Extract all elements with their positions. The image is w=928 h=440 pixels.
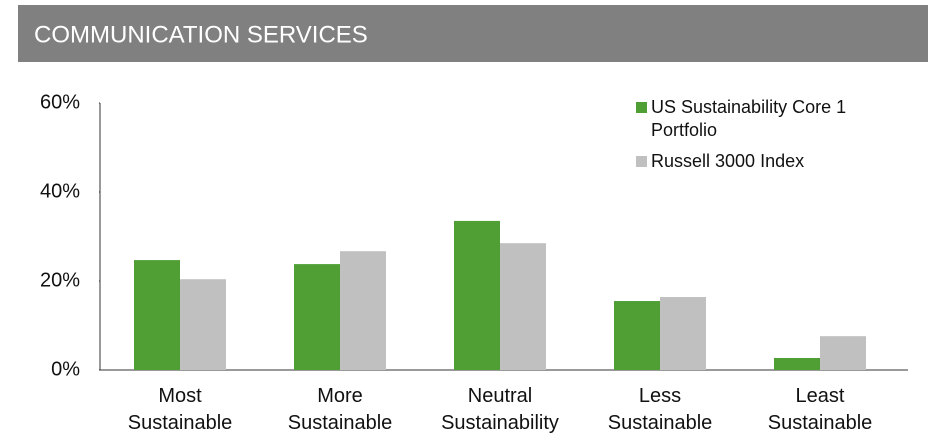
bar (134, 260, 180, 370)
legend-swatch (636, 102, 647, 113)
x-tick-label: Least Sustainable (768, 385, 873, 434)
bar (660, 297, 706, 370)
legend-label: US Sustainability Core 1 Portfolio (651, 97, 846, 140)
x-tick-label: Most Sustainable (128, 385, 233, 434)
header-bar (18, 5, 928, 62)
bar (820, 336, 866, 370)
legend-label: Russell 3000 Index (651, 151, 804, 171)
y-tick-label: 0% (51, 358, 80, 380)
bar (500, 243, 546, 370)
y-tick-label: 20% (40, 269, 80, 291)
y-tick-label: 40% (40, 180, 80, 202)
bar (454, 220, 500, 370)
bar (614, 301, 660, 370)
bar (340, 251, 386, 370)
legend-swatch (636, 156, 647, 167)
y-tick-label: 60% (40, 91, 80, 113)
bar (180, 279, 226, 370)
bar (294, 264, 340, 370)
x-tick-label: Less Sustainable (608, 385, 713, 434)
x-tick-label: Neutral Sustainability (441, 385, 559, 434)
bar (774, 357, 820, 370)
x-tick-label: More Sustainable (288, 385, 393, 434)
chart-title: COMMUNICATION SERVICES (34, 21, 368, 48)
